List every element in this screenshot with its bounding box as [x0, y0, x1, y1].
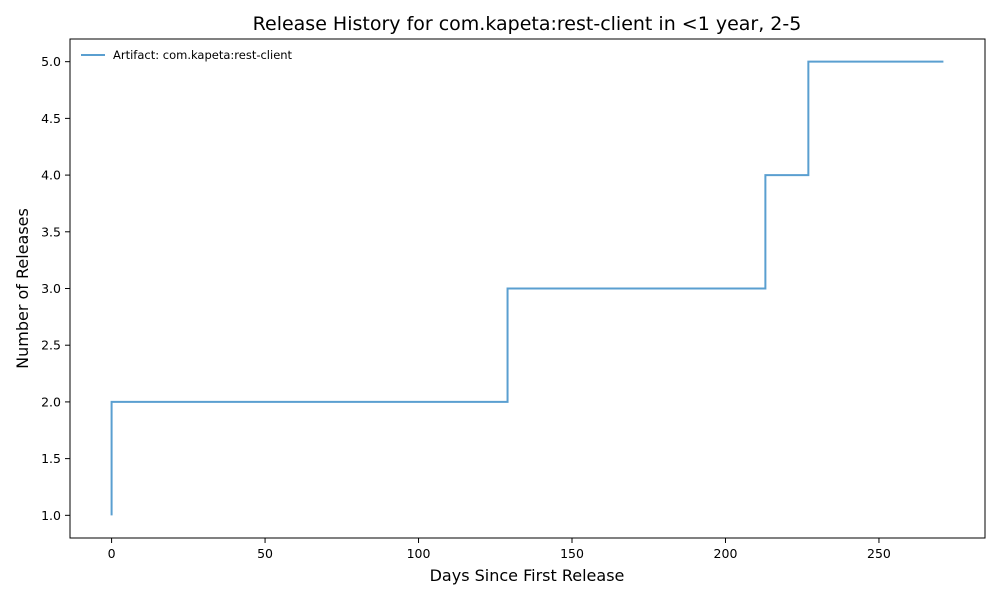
- y-tick-label: 1.5: [41, 451, 61, 466]
- legend: Artifact: com.kapeta:rest-client: [81, 48, 293, 62]
- x-axis-ticks: 0 50 100 150 200 250: [108, 538, 891, 561]
- x-axis-label: Days Since First Release: [430, 566, 625, 585]
- y-tick-label: 3.5: [41, 224, 61, 239]
- series-step-line: [110, 60, 944, 516]
- x-tick-label: 150: [560, 546, 584, 561]
- series-layer: [110, 60, 944, 516]
- y-tick-label: 3.0: [41, 281, 61, 296]
- y-axis-label: Number of Releases: [13, 208, 32, 369]
- y-tick-label: 5.0: [41, 54, 61, 69]
- y-tick-label: 2.0: [41, 394, 61, 409]
- x-tick-label: 0: [108, 546, 116, 561]
- x-tick-label: 200: [714, 546, 738, 561]
- plot-area: [69, 38, 986, 539]
- x-tick-label: 50: [257, 546, 273, 561]
- chart-title: Release History for com.kapeta:rest-clie…: [253, 13, 802, 35]
- legend-label: Artifact: com.kapeta:rest-client: [113, 48, 293, 62]
- y-axis-ticks: 1.0 1.5 2.0 2.5 3.0 3.5 4.0 4.5 5.0: [41, 54, 70, 523]
- x-tick-label: 100: [407, 546, 431, 561]
- y-tick-label: 2.5: [41, 338, 61, 353]
- y-tick-label: 4.0: [41, 168, 61, 183]
- y-tick-label: 4.5: [41, 111, 61, 126]
- x-tick-label: 250: [867, 546, 891, 561]
- y-tick-label: 1.0: [41, 508, 61, 523]
